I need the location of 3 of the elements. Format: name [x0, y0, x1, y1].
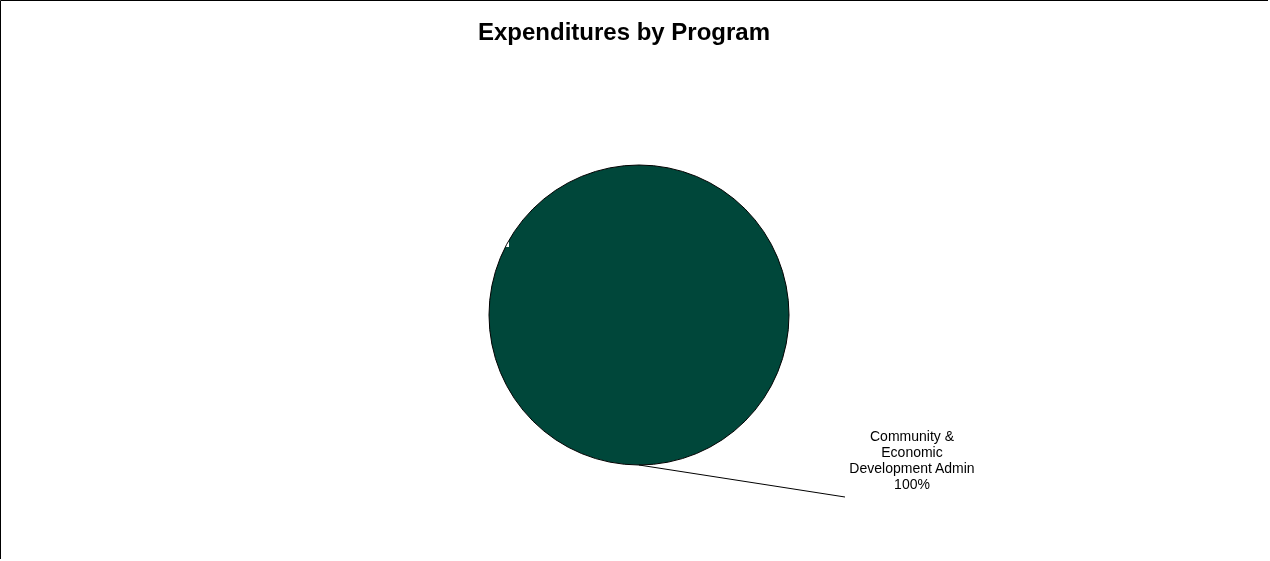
- slice-label: Community & Economic Development Admin: [849, 428, 975, 476]
- chart-title: Expenditures by Program: [477, 18, 771, 45]
- data-label: 100%: [894, 476, 930, 492]
